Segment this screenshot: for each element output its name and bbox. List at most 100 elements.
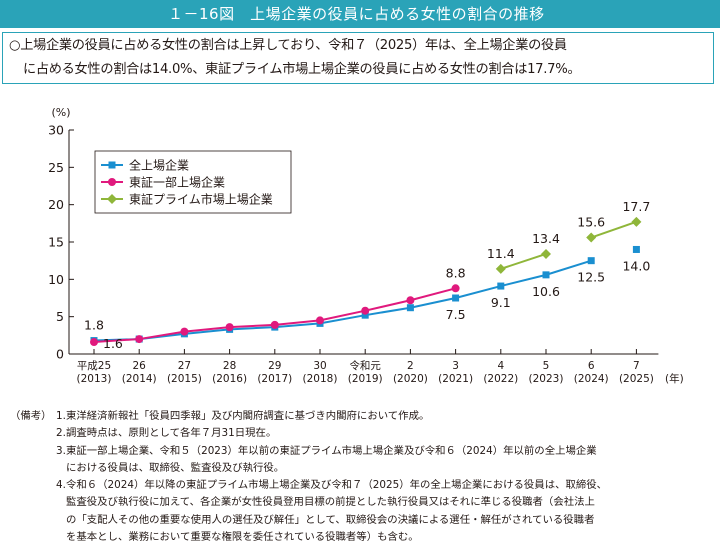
y-tick-label: 0	[56, 347, 64, 362]
note-text: 監査役及び執行役に加えて、各企業が女性役員登用目標の前提とした執行役員又はそれに…	[66, 496, 595, 509]
series-line-tse-prime	[590, 220, 637, 239]
note-text: を基本とし、業務において重要な権限を委任されている役職者等）も含む。	[66, 531, 419, 544]
data-point-tse-first-section	[270, 320, 279, 329]
figure-title: １－16図 上場企業の役員に占める女性の割合の推移	[168, 5, 545, 23]
x-tick-label-year: (2015)	[167, 373, 202, 385]
data-point-tse-first-section	[406, 296, 415, 305]
x-tick-label-year: (2025)	[619, 373, 654, 385]
note-2: 2. 調査時点は、原則として各年７月31日現在。	[0, 425, 720, 442]
note-text: 令和６（2024）年以降の東証プライム市場上場企業及び令和７（2025）年の全上…	[66, 479, 608, 492]
data-point-tse-prime	[631, 216, 642, 227]
data-point-all-listed	[632, 245, 640, 253]
data-label: 13.4	[532, 231, 560, 246]
note-number: 3.	[56, 444, 66, 457]
x-tick-label: 2	[407, 360, 414, 372]
note-text: における役員は、取締役、監査役及び執行役。	[66, 461, 285, 474]
x-tick-label: 6	[588, 360, 595, 372]
data-label: 15.6	[577, 215, 605, 230]
y-tick-label: 15	[48, 235, 64, 250]
legend-box	[94, 150, 292, 214]
x-tick-label: 27	[178, 360, 191, 372]
data-point-tse-prime	[495, 263, 506, 274]
data-point-all-listed	[406, 304, 414, 312]
data-label: 14.0	[622, 258, 650, 273]
summary-line-2: に占める女性の割合は14.0%、東証プライム市場上場企業の役員に占める女性の割合…	[23, 62, 581, 77]
data-point-tse-first-section	[180, 327, 189, 336]
series-line-tse-first-section	[93, 287, 456, 344]
x-tick-label: 3	[452, 360, 459, 372]
x-tick-label: 4	[497, 360, 504, 372]
legend-marker	[108, 178, 116, 186]
data-point-all-listed	[587, 257, 595, 265]
data-point-tse-first-section	[316, 316, 324, 325]
figure-title-bar: １－16図 上場企業の役員に占める女性の割合の推移	[0, 0, 720, 28]
data-label: 12.5	[577, 270, 605, 285]
data-point-tse-first-section	[361, 306, 370, 315]
legend-label: 東証一部上場企業	[129, 175, 225, 190]
note-number: 1.	[56, 410, 66, 422]
x-tick-label-year: (2024)	[574, 373, 609, 385]
series-line-tse-prime	[500, 252, 547, 270]
notes-prefix: （備考）	[10, 410, 52, 422]
series-line-all-listed	[93, 259, 592, 342]
data-point-all-listed	[542, 271, 550, 279]
note-text: 東洋経済新報社「役員四季報」及び内閣府調査に基づき内閣府において作成。	[66, 410, 430, 422]
data-point-tse-first-section	[135, 335, 144, 344]
x-tick-label: 30	[313, 360, 326, 372]
data-point-tse-first-section	[90, 338, 98, 347]
data-point-tse-prime	[541, 248, 551, 259]
data-point-all-listed	[361, 311, 369, 319]
note-number: 4.	[56, 479, 66, 492]
data-point-all-listed	[497, 282, 505, 290]
legend-marker	[107, 194, 117, 204]
data-label: 10.6	[532, 284, 560, 299]
legend-marker	[108, 161, 116, 169]
x-tick-label: 平成25	[77, 360, 111, 372]
y-tick-label: 10	[48, 272, 64, 287]
y-tick-label: 25	[48, 160, 64, 175]
x-tick-label-year: (2022)	[483, 373, 518, 385]
x-tick-label-year: (2023)	[529, 373, 564, 385]
line-chart: 051015202530(%)平成25(2013)26(2014)27(2015…	[48, 106, 684, 385]
note-4: 4. 令和６（2024）年以降の東証プライム市場上場企業及び令和７（2025）年…	[0, 477, 720, 494]
data-point-tse-first-section	[451, 284, 460, 293]
legend-label: 全上場企業	[129, 158, 189, 173]
legend-label: 東証プライム市場上場企業	[129, 192, 273, 207]
y-tick-label: 5	[56, 309, 64, 324]
x-tick-label-year: (2020)	[393, 373, 428, 385]
x-tick-label-year: (2016)	[212, 373, 247, 385]
y-axis-unit: (%)	[51, 106, 70, 119]
x-tick-label: 7	[633, 360, 640, 372]
x-tick-label: 29	[268, 360, 281, 372]
note-3: 3. 東証一部上場企業、令和５（2023）年以前の東証プライム市場上場企業及び令…	[0, 443, 720, 460]
note-1: （備考） 1. 東洋経済新報社「役員四季報」及び内閣府調査に基づき内閣府において…	[0, 408, 720, 425]
summary-box: ○上場企業の役員に占める女性の割合は上昇しており、令和７（2025）年は、全上場…	[2, 32, 714, 84]
note-text: 調査時点は、原則として各年７月31日現在。	[66, 427, 277, 440]
y-tick-label: 30	[48, 123, 64, 138]
x-tick-label-year: (2018)	[303, 373, 338, 385]
data-point-tse-first-section	[225, 323, 234, 332]
x-axis-unit: (年)	[665, 372, 684, 385]
x-tick-label-year: (2013)	[77, 373, 112, 385]
x-tick-label-year: (2017)	[257, 373, 292, 385]
note-text: 東証一部上場企業、令和５（2023）年以前の東証プライム市場上場企業及び令和６（…	[66, 444, 597, 457]
data-point-all-listed	[452, 294, 460, 302]
x-tick-label-year: (2021)	[438, 373, 473, 385]
x-tick-label: 令和元	[349, 359, 381, 372]
data-label: 1.6	[103, 336, 123, 351]
x-tick-label: 28	[223, 360, 236, 372]
data-label: 7.5	[446, 307, 466, 322]
summary-line-1: ○上場企業の役員に占める女性の割合は上昇しており、令和７（2025）年は、全上場…	[9, 38, 567, 53]
x-tick-label: 26	[133, 360, 147, 372]
note-number: 2.	[56, 427, 66, 440]
data-label: 1.8	[84, 318, 104, 333]
y-tick-label: 20	[48, 197, 64, 212]
data-point-tse-prime	[586, 232, 597, 243]
notes-section: （備考） 1. 東洋経済新報社「役員四季報」及び内閣府調査に基づき内閣府において…	[0, 408, 720, 546]
data-label: 11.4	[487, 246, 515, 261]
data-label: 9.1	[491, 295, 511, 310]
note-text: の「支配人その他の重要な使用人の選任及び解任」として、取締役会の決議による選任・…	[66, 513, 595, 526]
data-label: 8.8	[446, 265, 466, 280]
x-tick-label-year: (2019)	[348, 373, 383, 385]
x-tick-label: 5	[543, 360, 550, 372]
